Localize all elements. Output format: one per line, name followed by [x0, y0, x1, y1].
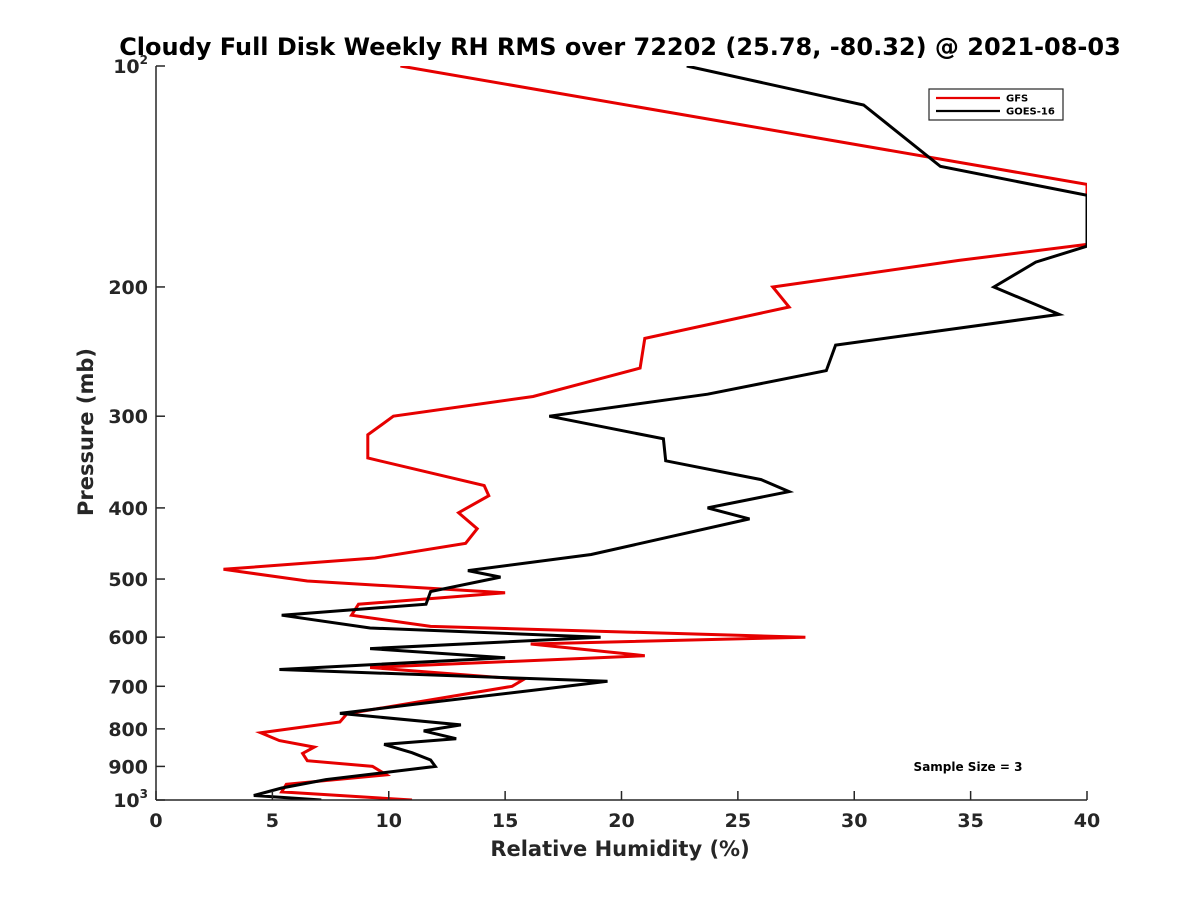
y-tick-label: 103	[113, 787, 148, 812]
x-tick-label: 10	[376, 810, 402, 832]
series-line-goes-16	[253, 66, 1087, 800]
x-tick-label: 0	[149, 810, 162, 832]
series-line-gfs	[223, 66, 1087, 800]
x-tick-label: 35	[957, 810, 983, 832]
plot-area: 0 5 10 15 20 25 30 35 40 102 200 300 400 500 600 700 800…	[108, 53, 1100, 832]
series-lines	[223, 66, 1087, 800]
y-tick-label: 800	[108, 719, 148, 741]
y-tick-label: 600	[108, 627, 148, 649]
x-tick-label: 20	[608, 810, 634, 832]
x-tick-label: 30	[841, 810, 867, 832]
y-tick-label: 400	[108, 498, 148, 520]
x-tick-label: 25	[725, 810, 751, 832]
legend-label-gfs: GFS	[1006, 94, 1028, 105]
sample-size-annotation: Sample Size = 3	[914, 760, 1023, 774]
x-tick-label: 5	[266, 810, 279, 832]
y-axis-label: Pressure (mb)	[74, 348, 98, 516]
y-tick-label: 900	[108, 756, 148, 778]
chart-title: Cloudy Full Disk Weekly RH RMS over 7220…	[119, 33, 1121, 61]
y-tick-label: 500	[108, 569, 148, 591]
y-tick-label: 102	[113, 53, 148, 78]
y-tick-label: 300	[108, 406, 148, 428]
y-tick-label: 200	[108, 277, 148, 299]
x-tick-label: 15	[492, 810, 518, 832]
legend: GFS GOES-16	[928, 88, 1064, 121]
legend-label-goes-16: GOES-16	[1006, 107, 1055, 118]
x-tick-label: 40	[1074, 810, 1100, 832]
y-tick-label: 700	[108, 676, 148, 698]
legend-box	[928, 88, 1064, 121]
x-axis-label: Relative Humidity (%)	[490, 837, 749, 861]
